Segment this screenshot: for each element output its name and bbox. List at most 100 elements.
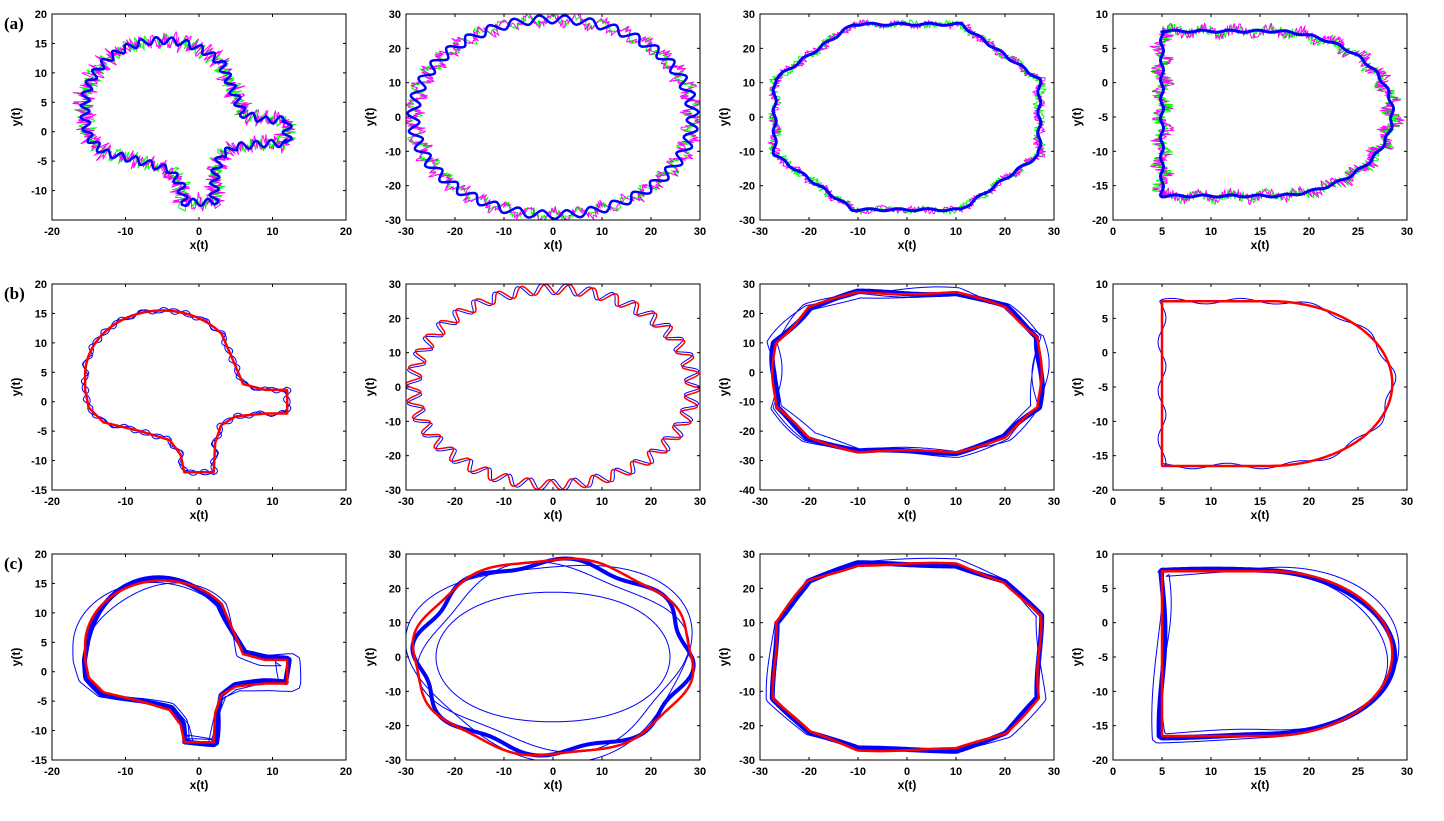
series-blue-line <box>1159 28 1395 199</box>
y-tick-label: 0 <box>1102 78 1108 90</box>
x-tick-label: 0 <box>1110 766 1116 778</box>
y-tick-label: 0 <box>749 367 755 379</box>
x-tick-label: -10 <box>496 496 512 508</box>
y-tick-label: 20 <box>35 9 47 21</box>
series-blue-line <box>406 284 700 490</box>
y-axis-label: y(t) <box>9 648 23 667</box>
subplot-a3: -30 -20 -10 0 10 20 30 -30 -20 -10 0 10 20 30 x(t) y(t) <box>717 9 1060 252</box>
x-tick-label: -20 <box>44 226 60 238</box>
series-red-line <box>771 290 1043 454</box>
y-tick-label: 5 <box>1102 583 1108 595</box>
axes-box <box>51 283 347 491</box>
series-blue-line <box>80 307 292 476</box>
y-axis-label: y(t) <box>1070 648 1084 667</box>
y-tick-label: 20 <box>743 43 755 55</box>
series-green-line <box>768 19 1047 215</box>
y-tick-label: -10 <box>385 146 401 158</box>
y-tick-label: -5 <box>37 156 47 168</box>
x-tick-label: -10 <box>118 226 134 238</box>
x-tick-label: 0 <box>550 496 556 508</box>
series-blue-line <box>1156 566 1398 741</box>
axes-box <box>405 553 701 761</box>
x-tick-label: 5 <box>1159 226 1165 238</box>
y-tick-label: 10 <box>1096 9 1108 21</box>
y-tick-label: 10 <box>1096 279 1108 291</box>
y-tick-label: 0 <box>395 652 401 664</box>
y-tick-label: 15 <box>35 578 47 590</box>
x-tick-label: 5 <box>1159 496 1165 508</box>
y-tick-label: -30 <box>739 456 755 468</box>
x-tick-label: 0 <box>904 226 910 238</box>
x-tick-label: 10 <box>950 496 962 508</box>
y-tick-label: -20 <box>1092 755 1108 767</box>
x-tick-label: 20 <box>340 766 352 778</box>
x-tick-label: -20 <box>447 766 463 778</box>
x-axis-label: x(t) <box>544 778 563 792</box>
series-blue-line <box>1157 297 1397 470</box>
y-tick-label: -20 <box>385 721 401 733</box>
series-red-line <box>771 561 1043 753</box>
series-blue-line <box>773 294 1039 453</box>
y-tick-label: 20 <box>389 583 401 595</box>
y-tick-label: 20 <box>35 549 47 561</box>
y-tick-label: 10 <box>743 618 755 630</box>
x-tick-label: -30 <box>398 496 414 508</box>
subplot-a4: 0 5 10 15 20 25 30 -20 -15 -10 -5 0 5 10 x(t) y(t) <box>1070 9 1413 252</box>
y-tick-label: 0 <box>749 652 755 664</box>
x-axis-label: x(t) <box>1251 238 1270 252</box>
y-axis-label: y(t) <box>9 108 23 127</box>
x-axis-label: x(t) <box>1251 508 1270 522</box>
x-tick-label: 20 <box>645 226 657 238</box>
y-tick-label: -10 <box>1092 416 1108 428</box>
row-label-b: (b) <box>4 284 25 303</box>
x-tick-label: -10 <box>496 766 512 778</box>
y-tick-label: -30 <box>385 215 401 227</box>
y-tick-label: 20 <box>743 308 755 320</box>
x-tick-label: 10 <box>266 496 278 508</box>
x-tick-label: 15 <box>1254 496 1266 508</box>
x-tick-label: 30 <box>1048 766 1060 778</box>
y-tick-label: -20 <box>385 181 401 193</box>
series-red-line <box>83 309 289 474</box>
subplot-a1: -20 -10 0 10 20 -10 -5 0 5 10 15 20 x(t) y(t) <box>9 9 352 252</box>
x-tick-label: 20 <box>340 496 352 508</box>
x-tick-label: -30 <box>752 496 768 508</box>
subplot-c2: -30 -20 -10 0 10 20 30 -30 -20 -10 0 10 20 30 x(t) y(t) <box>363 549 706 792</box>
axes-box <box>759 13 1055 221</box>
x-tick-label: 20 <box>999 226 1011 238</box>
series-red-line <box>1160 569 1394 738</box>
series-blue-line <box>81 308 291 476</box>
x-tick-label: 30 <box>1048 226 1060 238</box>
x-tick-label: -30 <box>752 766 768 778</box>
row-label-c: (c) <box>4 554 23 573</box>
x-tick-label: 10 <box>596 496 608 508</box>
x-axis-label: x(t) <box>190 238 209 252</box>
series-red-line <box>406 284 700 490</box>
y-axis-label: y(t) <box>363 108 377 127</box>
series-magenta-line <box>1149 22 1405 206</box>
y-tick-label: -10 <box>385 416 401 428</box>
x-tick-label: -20 <box>44 766 60 778</box>
y-tick-label: -20 <box>1092 215 1108 227</box>
x-tick-label: 30 <box>694 496 706 508</box>
series-magenta-line <box>406 14 700 220</box>
series-blue-line <box>771 21 1043 213</box>
subplot-b1: -20 -10 0 10 20 -15 -10 -5 0 5 10 15 20 x(t) y(t) <box>9 279 352 522</box>
y-tick-label: -5 <box>37 696 47 708</box>
series-blue-line <box>435 591 671 723</box>
x-tick-label: 25 <box>1352 496 1364 508</box>
y-tick-label: -20 <box>1092 485 1108 497</box>
x-tick-label: 20 <box>645 766 657 778</box>
x-tick-label: 0 <box>550 766 556 778</box>
y-tick-label: -20 <box>739 721 755 733</box>
y-tick-label: -15 <box>1092 721 1108 733</box>
y-tick-label: 0 <box>1102 348 1108 360</box>
y-tick-label: -10 <box>31 456 47 468</box>
y-tick-label: 10 <box>743 78 755 90</box>
y-tick-label: 30 <box>389 9 401 21</box>
y-tick-label: -10 <box>31 186 47 198</box>
x-axis-label: x(t) <box>898 778 917 792</box>
x-tick-label: -20 <box>44 496 60 508</box>
y-tick-label: 10 <box>35 68 47 80</box>
